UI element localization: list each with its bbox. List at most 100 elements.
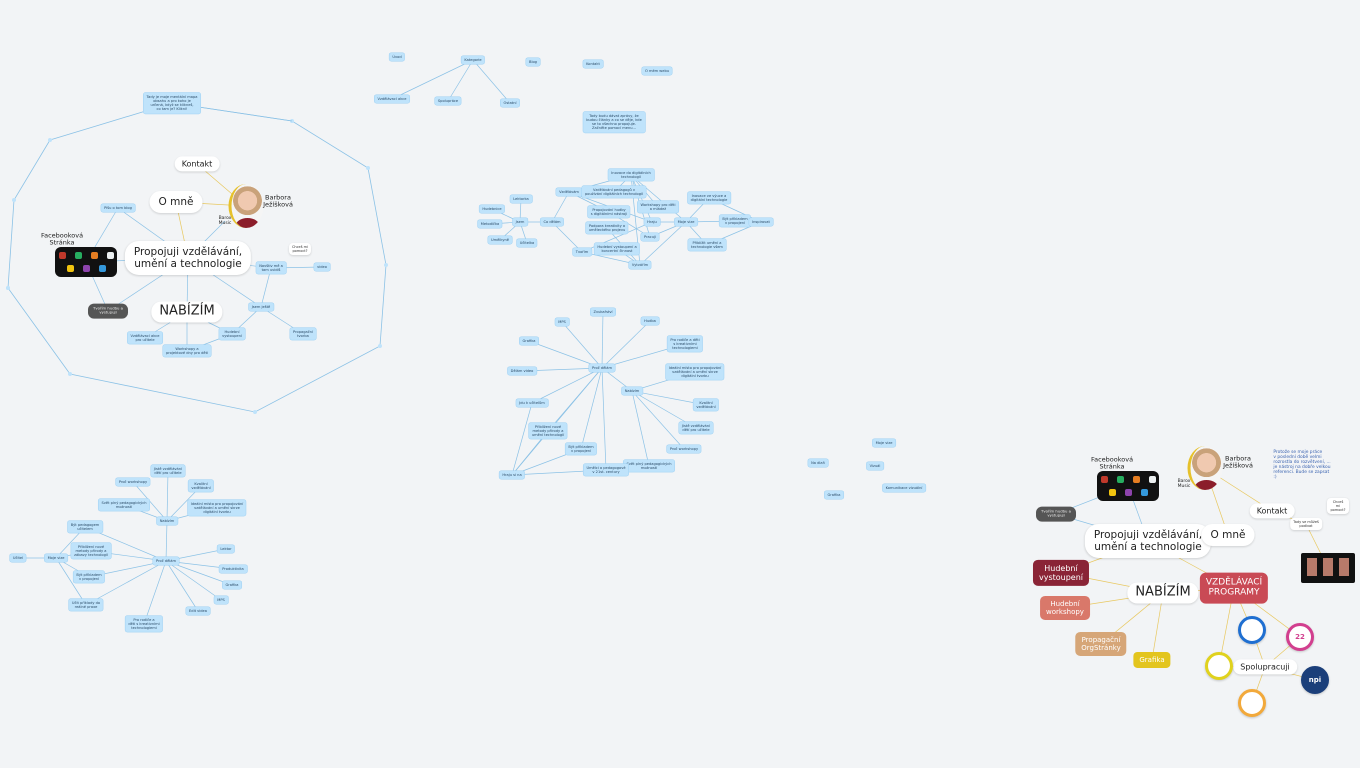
mindmap-node-b-uvod[interactable]: Úvod: [389, 52, 405, 62]
npi-logo[interactable]: npi: [1301, 666, 1329, 694]
mindmap-node-d-byt[interactable]: Být příkladem v propojení: [565, 442, 597, 456]
mindmap-node-g-graf[interactable]: Grafika: [1133, 651, 1171, 669]
mindmap-node-b-akce[interactable]: Vzdělávací akce: [374, 94, 410, 104]
mindmap-node-e-3[interactable]: Být příkladem v propojení: [73, 570, 105, 584]
mindmap-node-c-inov[interactable]: Inovace do digitálních technologií: [608, 168, 654, 182]
mindmap-node-c-insp[interactable]: Inspirovat: [749, 217, 773, 227]
mindmap-node-d-jdu[interactable]: Jdu k učitelům: [516, 398, 548, 408]
mindmap-node-d-svet[interactable]: Svět plný pedagogických možností: [623, 459, 675, 473]
mindmap-node-e-4[interactable]: Učit příklady do reálné praxe: [68, 598, 104, 612]
mindmap-node-g-center[interactable]: Propojuji vzdělávání, umění a technologi…: [1084, 523, 1212, 559]
mindmap-node-b-note[interactable]: Tady budu dávat zprávy, že budou články …: [583, 111, 645, 133]
mindmap-node-g-hud[interactable]: Hudební vystoupení: [1032, 559, 1090, 587]
mindmap-node-g-omne[interactable]: O mně: [1201, 523, 1255, 547]
mindmap-node-g-prop[interactable]: Propagační OrgStránky: [1075, 631, 1127, 657]
partner-logo-festival[interactable]: 22: [1286, 623, 1314, 651]
mindmap-node-b-blog[interactable]: Blog: [526, 57, 540, 67]
mindmap-node-a-center[interactable]: Propojuji vzdělávání, umění a technologi…: [124, 240, 252, 276]
mindmap-node-c-vzdel[interactable]: Vzdělávám: [556, 187, 582, 197]
mindmap-node-a-help[interactable]: Chceš mi pomoct?: [288, 242, 312, 256]
partner-logo-circle[interactable]: [1238, 616, 1266, 644]
mindmap-node-c-hudeb[interactable]: Hudebnice: [479, 204, 505, 214]
mindmap-node-a-work[interactable]: Workshopy a projektové dny pro děti: [162, 344, 212, 358]
mindmap-node-e-nab[interactable]: Nabízím: [156, 516, 178, 526]
mindmap-node-c-codelam[interactable]: Co dělám: [540, 217, 564, 227]
mindmap-node-d-proc[interactable]: Proč workshopy: [666, 444, 702, 454]
mindmap-node-f-vize[interactable]: Moje vize: [872, 438, 896, 448]
mindmap-node-a-nabizim[interactable]: NABÍZÍM: [151, 301, 223, 323]
mindmap-node-b-kontakt[interactable]: Kontakt: [583, 59, 603, 69]
mindmap-node-c-s5[interactable]: Hudební vystoupení a koncertní činnost: [594, 242, 640, 256]
mindmap-node-a-name[interactable]: Barbora Ježíšková: [263, 193, 293, 209]
mindmap-node-a-prop[interactable]: Propagační tvorba: [290, 327, 316, 341]
mindmap-node-b-kat[interactable]: Kategorie: [461, 55, 485, 65]
mindmap-node-g-name[interactable]: Barbora Ježíšková: [1223, 454, 1253, 470]
mindmap-node-a-jsem[interactable]: Jsem ještě: [248, 302, 274, 312]
mindmap-node-d-pro[interactable]: Pro rodiče a děti s kreativními technolo…: [667, 335, 703, 353]
mindmap-node-g-fb[interactable]: Facebooková Stránka: [1090, 455, 1134, 471]
mindmap-node-f-dal[interactable]: Na dlaň: [808, 458, 828, 468]
mindmap-node-g-small[interactable]: Tady se můžeš podívat: [1290, 517, 1322, 531]
mindmap-node-c-tvorim[interactable]: Tvořím: [572, 247, 592, 257]
mindmap-node-e-2[interactable]: Přiblížení nové metody přírody a zábavy …: [71, 542, 111, 560]
mindmap-node-c-ucit[interactable]: Učitelka: [516, 238, 538, 248]
mindmap-node-a-blog[interactable]: Píšu o tom blog: [101, 203, 135, 213]
mindmap-node-d-jiste[interactable]: Jistě vzdělávání dětí pro učitele: [678, 421, 714, 435]
mindmap-node-c-v1[interactable]: Inovace ve výuce a digitální technologie: [687, 191, 731, 205]
mindmap-node-d-prip[interactable]: Přiblížení nové metody přírody a umění t…: [528, 422, 568, 440]
mindmap-node-a-dark[interactable]: Tvořím hudbu a vystupuji: [88, 303, 128, 319]
mindmap-node-d-umel[interactable]: Umělci a pedagogové v 21st. century: [583, 463, 629, 477]
mindmap-node-g-barox[interactable]: Barox Music: [1177, 478, 1191, 489]
facebook-page-collage-image[interactable]: [1097, 471, 1159, 501]
mindmap-node-f-graf[interactable]: Grafika: [824, 490, 844, 500]
mindmap-node-b-ost[interactable]: Ostatní: [500, 98, 520, 108]
mindmap-node-a-fb[interactable]: Facebooková Stránka: [40, 231, 84, 247]
mindmap-node-d-mps[interactable]: MPS: [555, 317, 569, 327]
mindmap-node-e-1[interactable]: Být pedagogem učitelem: [67, 520, 103, 534]
mindmap-node-e-prod[interactable]: Produktivita: [219, 564, 247, 574]
mindmap-node-e-n5[interactable]: Svět plný pedagogických možností: [98, 498, 150, 512]
mindmap-node-e-vize[interactable]: Moje vize: [44, 553, 68, 563]
mindmap-node-c-vytv[interactable]: Vytvářím: [628, 260, 652, 270]
mindmap-node-a-video[interactable]: video: [314, 262, 330, 272]
mindmap-node-b-spol[interactable]: Spolupráce: [434, 96, 462, 106]
mindmap-node-e-n3[interactable]: Kvalitní vzdělávání: [188, 479, 214, 493]
mindmap-node-e-graf[interactable]: Grafika: [222, 580, 242, 590]
pinwheel-logo[interactable]: [1238, 689, 1266, 717]
mindmap-node-e-ucit[interactable]: Učitel: [9, 553, 27, 563]
mindmap-node-e-lekt[interactable]: Lektor: [217, 544, 235, 554]
mindmap-node-e-center[interactable]: Proč dělám: [152, 556, 180, 566]
mindmap-node-f-kom[interactable]: Komunikace vizuální: [882, 483, 926, 493]
mindmap-node-e-mps[interactable]: MPS: [214, 595, 228, 605]
mindmap-node-e-pro[interactable]: Pro rodiče a děti s kreativními technolo…: [125, 615, 163, 633]
mindmap-node-f-viz[interactable]: Vizuál: [866, 461, 884, 471]
mindmap-node-d-ideal[interactable]: Ideální místo pro propojování vzdělávání…: [665, 363, 725, 381]
facebook-page-collage-image[interactable]: [55, 247, 117, 277]
mindmap-node-b-omne[interactable]: O mém webu: [641, 66, 673, 76]
mindmap-node-a-vzdel[interactable]: Vzdělávací akce pro učitele: [127, 331, 163, 345]
mindmap-node-g-note[interactable]: Protože se moje práce v poslední době ve…: [1273, 449, 1331, 481]
mindmap-node-a-note[interactable]: Tady je moje mentální mapa obsahu a pro …: [143, 92, 201, 114]
mindmap-node-d-graf[interactable]: Grafika: [519, 336, 539, 346]
mindmap-node-g-kontakt[interactable]: Kontakt: [1249, 503, 1295, 519]
mindmap-node-a-visit[interactable]: Navštiv mě a tam uvidíš: [256, 261, 286, 275]
mindmap-node-c-vize[interactable]: Moje vize: [674, 217, 698, 227]
mindmap-node-e-n1[interactable]: Proč workshopy: [115, 477, 151, 487]
mindmap-node-c-s2[interactable]: Propojování hudby s digitálními nástroji: [587, 205, 631, 219]
mindmap-node-c-metod[interactable]: Metodička: [477, 219, 503, 229]
partner-logo-figure[interactable]: [1205, 652, 1233, 680]
mindmap-node-e-edit[interactable]: Edit videa: [186, 606, 210, 616]
mindmap-node-c-hraju[interactable]: Hraju: [644, 217, 660, 227]
mindmap-node-d-zvuk[interactable]: Zvukařství: [590, 307, 616, 317]
mindmap-node-d-center[interactable]: Proč dělám: [588, 363, 616, 373]
mindmap-node-d-hraju[interactable]: Hraju si na: [499, 470, 525, 480]
mindmap-node-c-umel[interactable]: Umělkyně: [488, 235, 512, 245]
mindmap-node-c-s3[interactable]: Workshopy pro děti a mládež: [637, 200, 679, 214]
mindmap-node-g-spol[interactable]: Spolupracuji: [1233, 659, 1297, 675]
mindmap-node-a-omne[interactable]: O mně: [149, 190, 203, 214]
mindmap-node-c-s4[interactable]: Podpora kreativity a uměleckého projevu: [585, 221, 629, 235]
video-thumbnail[interactable]: [1301, 553, 1355, 583]
mindmap-node-g-vzdel[interactable]: VZDĚLÁVACÍ PROGRAMY: [1199, 572, 1269, 604]
mindmap-node-a-hud[interactable]: Hudební vystoupení: [219, 327, 245, 341]
mindmap-node-d-hudba[interactable]: Hudba: [641, 316, 659, 326]
